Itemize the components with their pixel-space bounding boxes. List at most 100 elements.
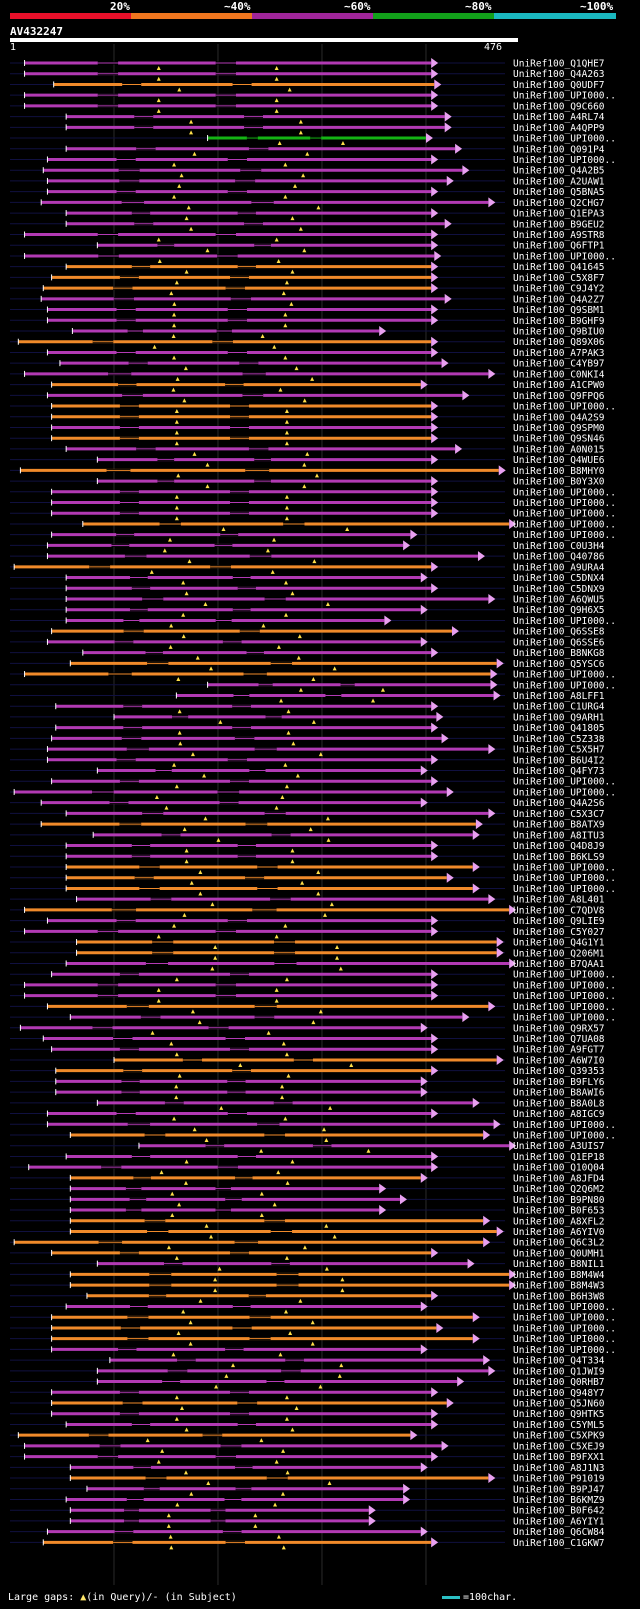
hit-label: UniRef100_Q41805 bbox=[513, 723, 605, 734]
hit-end-arrow bbox=[451, 626, 459, 637]
hit-label: UniRef100_Q1EP18 bbox=[513, 1152, 605, 1163]
query-gap-marker bbox=[308, 827, 313, 832]
query-gap-marker bbox=[176, 473, 181, 478]
query-gap-marker bbox=[181, 580, 186, 585]
hit-end-arrow bbox=[455, 443, 463, 454]
hit-row: UniRef100_Q40786 bbox=[10, 551, 605, 564]
hit-row: UniRef100_C5DNX4 bbox=[10, 572, 605, 585]
hit-row: UniRef100_B9FXX1 bbox=[10, 1451, 605, 1464]
query-gap-marker bbox=[166, 1523, 171, 1528]
query-gap-marker bbox=[169, 291, 174, 296]
query-gap-marker bbox=[345, 526, 350, 531]
hit-label: UniRef100_A3UIS7 bbox=[513, 1141, 605, 1152]
query-gap-marker bbox=[302, 484, 307, 489]
hit-end-arrow bbox=[403, 1483, 411, 1494]
hit-label: UniRef100_Q0UDF7 bbox=[513, 80, 605, 91]
hit-label: UniRef100_Q4A2Z7 bbox=[513, 294, 605, 305]
query-gap-marker bbox=[259, 1213, 264, 1218]
query-gap-marker bbox=[203, 602, 208, 606]
query-gap-marker bbox=[174, 419, 179, 424]
query-gap-marker bbox=[175, 1502, 180, 1507]
hit-label: UniRef100_Q9SPM0 bbox=[513, 423, 605, 434]
query-gap-marker bbox=[174, 1416, 179, 1421]
hit-end-arrow bbox=[431, 990, 439, 1001]
query-gap-marker bbox=[177, 1202, 182, 1207]
hit-label: UniRef100_B8AWI6 bbox=[513, 1088, 605, 1099]
query-gap-marker bbox=[283, 1116, 288, 1121]
query-gap-marker bbox=[172, 162, 177, 167]
query-gap-marker bbox=[174, 1052, 179, 1057]
query-gap-marker bbox=[172, 1116, 177, 1121]
hit-row: UniRef100_Q7UA08 bbox=[10, 1033, 605, 1046]
query-gap-marker bbox=[182, 912, 187, 917]
query-gap-marker bbox=[272, 1202, 277, 1207]
query-gap-marker bbox=[332, 1234, 337, 1239]
query-gap-marker bbox=[177, 87, 182, 92]
hit-end-arrow bbox=[425, 133, 433, 144]
query-gap-marker bbox=[177, 709, 182, 714]
hit-row: UniRef100_Q4FY73 bbox=[10, 765, 605, 778]
query-gap-marker bbox=[149, 569, 154, 574]
query-gap-marker bbox=[192, 151, 197, 156]
query-gap-marker bbox=[280, 1095, 285, 1100]
hit-label: UniRef100_C5XEJ9 bbox=[513, 1441, 605, 1452]
query-gap-marker bbox=[152, 344, 157, 349]
hit-end-arrow bbox=[444, 293, 452, 304]
hit-end-arrow bbox=[368, 1505, 376, 1516]
query-gap-marker bbox=[284, 494, 289, 499]
query-gap-marker bbox=[283, 355, 288, 360]
hit-label: UniRef100_B6KMZ9 bbox=[513, 1495, 605, 1506]
hit-end-arrow bbox=[410, 529, 418, 540]
hit-end-arrow bbox=[488, 894, 496, 905]
query-gap-marker bbox=[316, 205, 321, 210]
query-gap-marker bbox=[278, 1352, 283, 1357]
query-gap-marker bbox=[274, 934, 279, 939]
hit-label: UniRef100_A2UAW1 bbox=[513, 176, 605, 187]
hit-row: UniRef100_UPI000.. bbox=[10, 1012, 616, 1025]
hit-end-arrow bbox=[431, 90, 439, 101]
hit-row: UniRef100_Q4A263 bbox=[10, 68, 605, 81]
query-gap-marker bbox=[290, 591, 295, 596]
query-gap-marker bbox=[190, 1009, 195, 1014]
query-gap-marker bbox=[274, 1459, 279, 1464]
hit-label: UniRef100_UPI000.. bbox=[513, 1002, 616, 1013]
hit-label: UniRef100_A8XFL2 bbox=[513, 1216, 605, 1227]
hit-label: UniRef100_B8A0L8 bbox=[513, 1098, 605, 1109]
hit-end-arrow bbox=[431, 1108, 439, 1119]
query-gap-marker bbox=[169, 1545, 174, 1550]
hit-row: UniRef100_Q948Y7 bbox=[10, 1387, 605, 1400]
query-gap-marker bbox=[266, 1030, 271, 1035]
legend-label-60: ~60% bbox=[344, 0, 371, 13]
hit-end-arrow bbox=[384, 615, 392, 626]
hit-label: UniRef100_Q9FPQ6 bbox=[513, 391, 605, 402]
hit-row: UniRef100_A6YIV0 bbox=[10, 1226, 605, 1239]
hit-label: UniRef100_A8ITU3 bbox=[513, 830, 605, 841]
query-gap-marker bbox=[170, 1213, 175, 1218]
query-gap-marker bbox=[189, 226, 194, 231]
query-gap-marker bbox=[189, 130, 194, 135]
query-gap-marker bbox=[224, 1373, 229, 1378]
hit-end-arrow bbox=[472, 829, 480, 840]
query-gap-marker bbox=[189, 119, 194, 124]
query-gap-marker bbox=[298, 1298, 303, 1303]
hit-row: UniRef100_B9PN80 bbox=[10, 1194, 605, 1207]
hit-end-arrow bbox=[431, 1408, 439, 1419]
query-gap-marker bbox=[259, 1191, 264, 1196]
hit-row: UniRef100_B8NIL1 bbox=[10, 1258, 605, 1271]
hit-label: UniRef100_A8JFD4 bbox=[513, 1173, 605, 1184]
query-gap-marker bbox=[328, 1105, 333, 1110]
hit-label: UniRef100_Q2CHG7 bbox=[513, 198, 605, 209]
query-gap-marker bbox=[218, 719, 223, 724]
hit-row: UniRef100_Q6CW84 bbox=[10, 1526, 605, 1539]
query-gap-marker bbox=[283, 312, 288, 317]
query-gap-marker bbox=[335, 955, 340, 960]
query-gap-marker bbox=[203, 816, 208, 821]
hit-end-arrow bbox=[462, 165, 470, 176]
hit-end-arrow bbox=[472, 1312, 480, 1323]
query-gap-marker bbox=[302, 1245, 307, 1250]
query-gap-marker bbox=[184, 859, 189, 864]
hit-end-arrow bbox=[420, 379, 428, 390]
query-gap-marker bbox=[273, 1502, 278, 1507]
hit-end-arrow bbox=[436, 711, 444, 722]
hit-label: UniRef100_Q9ARH1 bbox=[513, 712, 605, 723]
